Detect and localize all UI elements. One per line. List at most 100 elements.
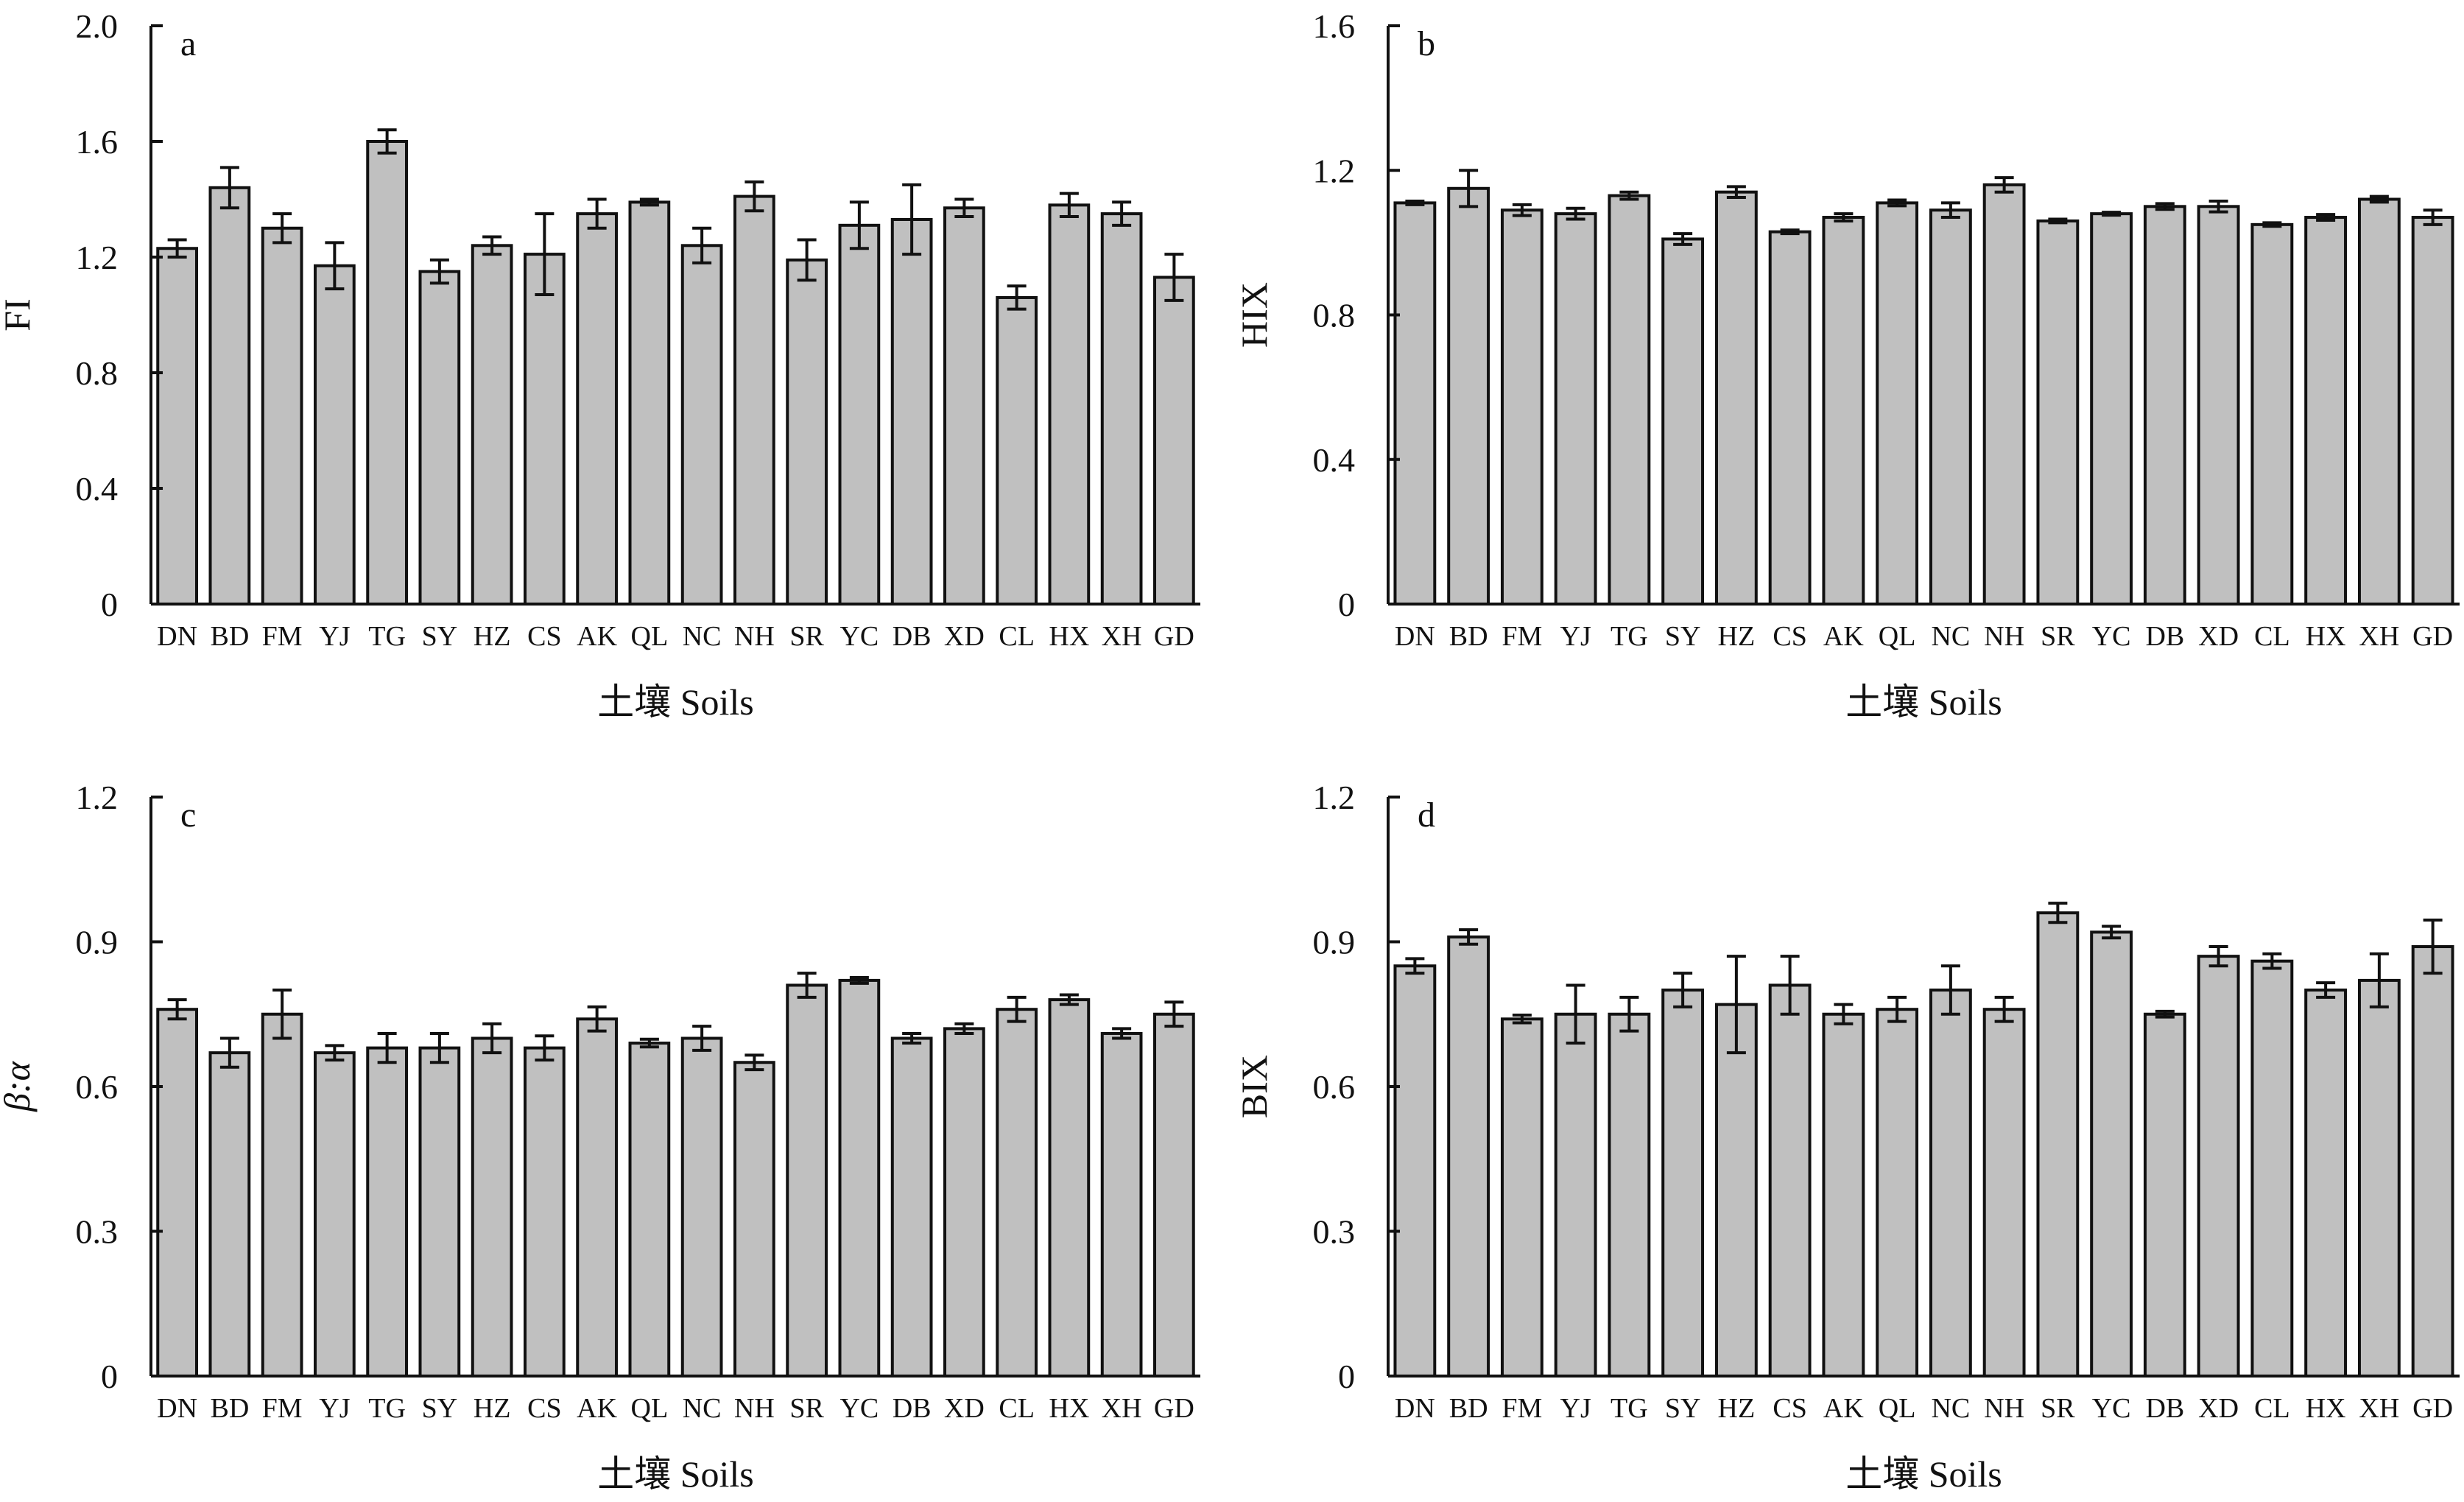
- error-bar-xh: [2369, 194, 2389, 204]
- bar-sr: [786, 983, 828, 1378]
- error-bar-bd: [1459, 169, 1479, 208]
- x-tick-label: NH: [734, 621, 775, 652]
- bar-bd: [1447, 186, 1490, 606]
- x-tick-label: HX: [2306, 1393, 2346, 1424]
- error-bar-gd: [1164, 1000, 1184, 1028]
- x-tick-label: NC: [683, 621, 722, 652]
- bar-xd: [943, 1027, 985, 1378]
- bar-xh: [2357, 978, 2401, 1378]
- bar-cs: [524, 1046, 566, 1378]
- y-axis-title: FI: [0, 298, 38, 331]
- bar-cs: [524, 253, 566, 606]
- x-tick-label: SY: [422, 621, 458, 652]
- panel-label: b: [1418, 24, 1435, 63]
- bar-hz: [1714, 1003, 1758, 1378]
- bar-fm: [1500, 1017, 1543, 1378]
- error-bar-hx: [1059, 993, 1079, 1006]
- error-bar-hz: [482, 1022, 502, 1055]
- bar-cs: [1768, 230, 1812, 606]
- y-tick-label: 0.4: [76, 470, 119, 508]
- error-bar-cl: [1007, 995, 1027, 1023]
- bar-nc: [680, 1036, 723, 1378]
- x-tick-label: BD: [210, 1393, 249, 1424]
- error-bar-hz: [1726, 955, 1746, 1055]
- y-tick-label: 0.6: [1313, 1068, 1356, 1106]
- x-tick-label: GD: [1154, 621, 1194, 652]
- bar-sy: [418, 1046, 461, 1378]
- error-bar-nc: [692, 226, 712, 264]
- error-bar-xd: [954, 197, 974, 219]
- bar-xh: [1100, 1031, 1143, 1378]
- x-tick-label: NC: [1931, 1393, 1970, 1424]
- bar-sy: [1661, 237, 1705, 606]
- error-bar-xh: [1112, 200, 1132, 227]
- error-bar-sr: [2048, 902, 2068, 924]
- error-bar-hx: [2316, 981, 2336, 999]
- error-bar-fm: [272, 989, 292, 1040]
- x-tick-label: HZ: [1718, 621, 1756, 652]
- error-bar-dn: [167, 998, 187, 1021]
- error-bar-ak: [587, 1005, 607, 1033]
- error-bar-ql: [639, 1037, 659, 1049]
- bar-ak: [576, 212, 618, 606]
- bar-hz: [471, 1036, 513, 1378]
- chart-panel-a: 0 0.4 0.8 1.2 1.6 2.0 DN BD FM YJ TG SY HZ CS AK QL NC NH…: [0, 7, 1200, 723]
- x-tick-label: DB: [893, 1393, 932, 1424]
- bar-yc: [838, 223, 881, 606]
- y-tick-label: 0.9: [1313, 924, 1356, 961]
- error-bar-fm: [272, 212, 292, 245]
- x-axis-title: 土壤 Soils: [597, 1453, 754, 1495]
- error-bar-hx: [1059, 192, 1079, 219]
- bar-yc: [2090, 930, 2133, 1378]
- x-tick-label: DN: [157, 621, 197, 652]
- error-bar-nh: [745, 180, 764, 213]
- y-tick-label: 0.8: [76, 354, 119, 392]
- bar-yc: [838, 978, 881, 1378]
- error-bar-ql: [1887, 995, 1907, 1023]
- x-tick-label: AK: [577, 1393, 617, 1424]
- x-tick-label: DB: [893, 621, 932, 652]
- error-bar-yc: [2102, 924, 2122, 940]
- x-tick-label: SY: [1665, 1393, 1701, 1424]
- x-axis-title: 土壤 Soils: [1845, 681, 2002, 723]
- y-tick-label: 0: [101, 1358, 118, 1395]
- bar-cl: [2250, 959, 2294, 1378]
- bar-hx: [1048, 203, 1091, 606]
- error-bar-fm: [1512, 203, 1532, 217]
- bar-sr: [2036, 219, 2080, 606]
- x-tick-label: NC: [1931, 621, 1970, 652]
- error-bar-hz: [1726, 185, 1746, 200]
- bar-xh: [1100, 212, 1143, 606]
- error-bar-sr: [797, 238, 817, 282]
- error-bar-yc: [2102, 211, 2122, 217]
- x-tick-label: XH: [2359, 621, 2399, 652]
- chart-panel-c: 0 0.3 0.6 0.9 1.2 DN BD FM YJ TG SY HZ CS AK QL NC NH SR Y…: [0, 779, 1200, 1495]
- bar-hx: [1048, 998, 1091, 1378]
- bar-yj: [314, 264, 356, 606]
- x-tick-label: CS: [527, 621, 561, 652]
- error-bar-sy: [1673, 232, 1693, 246]
- bar-nh: [733, 194, 775, 606]
- error-bar-sy: [429, 258, 449, 285]
- x-tick-label: SR: [2041, 621, 2075, 652]
- y-tick-label: 0.3: [1313, 1213, 1356, 1251]
- x-tick-label: GD: [2412, 621, 2453, 652]
- x-tick-label: YJ: [319, 1393, 350, 1424]
- bar-gd: [1153, 276, 1195, 606]
- x-tick-label: BD: [1449, 1393, 1488, 1424]
- error-bar-dn: [1405, 957, 1425, 975]
- bar-nh: [1982, 183, 2026, 606]
- x-tick-label: FM: [262, 621, 303, 652]
- bar-db: [890, 217, 933, 606]
- error-bar-yc: [849, 975, 869, 985]
- bar-bd: [208, 186, 251, 606]
- error-bar-nh: [745, 1053, 764, 1072]
- error-bar-bd: [219, 1036, 239, 1069]
- bar-xd: [2197, 955, 2240, 1378]
- error-bar-hx: [2316, 213, 2336, 222]
- panel-label: d: [1418, 796, 1435, 835]
- bar-yj: [1554, 212, 1597, 606]
- error-bar-tg: [377, 128, 397, 155]
- y-tick-label: 1.2: [76, 239, 119, 276]
- bar-tg: [1608, 194, 1651, 606]
